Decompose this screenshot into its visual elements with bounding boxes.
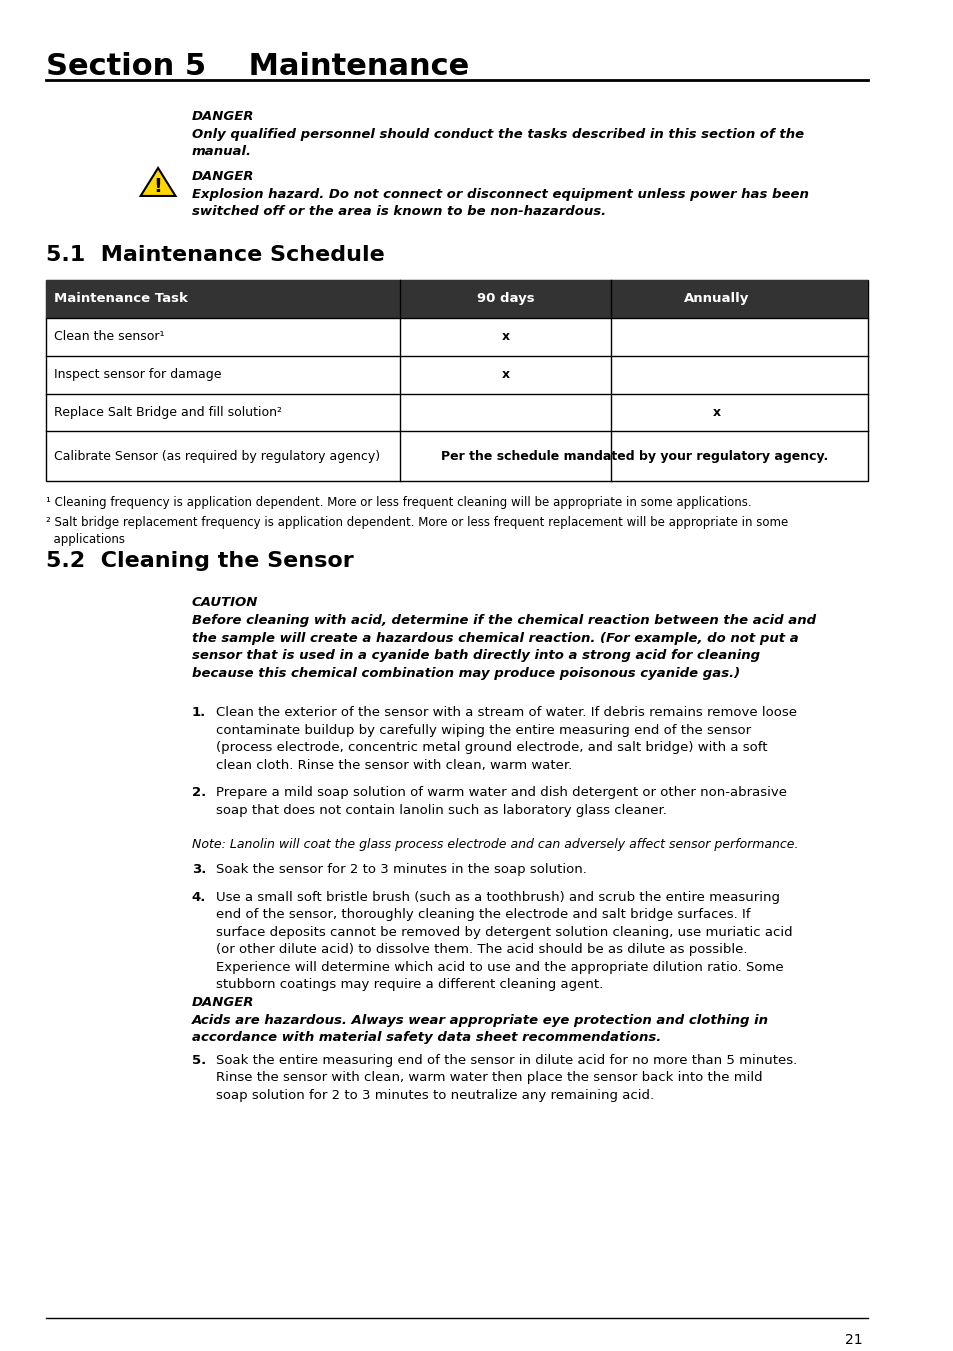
Text: Soak the entire measuring end of the sensor in dilute acid for no more than 5 mi: Soak the entire measuring end of the sen… [215,1054,796,1101]
Text: 4.: 4. [192,890,206,904]
Text: Use a small soft bristle brush (such as a toothbrush) and scrub the entire measu: Use a small soft bristle brush (such as … [215,890,791,992]
Text: Prepare a mild soap solution of warm water and dish detergent or other non-abras: Prepare a mild soap solution of warm wat… [215,786,785,816]
Text: DANGER: DANGER [192,109,253,123]
Text: Maintenance Task: Maintenance Task [53,292,188,305]
Text: Acids are hazardous. Always wear appropriate eye protection and clothing in
acco: Acids are hazardous. Always wear appropr… [192,1013,768,1044]
Text: Clean the exterior of the sensor with a stream of water. If debris remains remov: Clean the exterior of the sensor with a … [215,707,796,771]
Bar [46,280,867,317]
Text: Section 5    Maintenance: Section 5 Maintenance [46,51,469,81]
Text: Explosion hazard. Do not connect or disconnect equipment unless power has been
s: Explosion hazard. Do not connect or disc… [192,188,807,218]
Text: x: x [501,330,509,343]
Text: x: x [712,407,720,419]
Text: CAUTION: CAUTION [192,596,257,609]
Text: !: ! [153,177,162,196]
Text: DANGER: DANGER [192,996,253,1009]
Text: DANGER: DANGER [192,170,253,182]
Text: Inspect sensor for damage: Inspect sensor for damage [53,367,221,381]
Text: Replace Salt Bridge and fill solution²: Replace Salt Bridge and fill solution² [53,407,281,419]
Text: ² Salt bridge replacement frequency is application dependent. More or less frequ: ² Salt bridge replacement frequency is a… [46,516,787,546]
Text: 90 days: 90 days [476,292,534,305]
Text: 5.: 5. [192,1054,206,1067]
Text: Only qualified personnel should conduct the tasks described in this section of t: Only qualified personnel should conduct … [192,128,802,158]
Text: Soak the sensor for 2 to 3 minutes in the soap solution.: Soak the sensor for 2 to 3 minutes in th… [215,863,586,875]
Text: Annually: Annually [683,292,748,305]
Polygon shape [140,168,175,196]
Text: ¹ Cleaning frequency is application dependent. More or less frequent cleaning wi: ¹ Cleaning frequency is application depe… [46,496,751,509]
Text: x: x [501,367,509,381]
Text: 1.: 1. [192,707,206,719]
Text: 5.1  Maintenance Schedule: 5.1 Maintenance Schedule [46,245,384,265]
Text: Calibrate Sensor (as required by regulatory agency): Calibrate Sensor (as required by regulat… [53,450,379,463]
Text: 21: 21 [843,1333,862,1347]
Text: 5.2  Cleaning the Sensor: 5.2 Cleaning the Sensor [46,551,354,571]
Text: Before cleaning with acid, determine if the chemical reaction between the acid a: Before cleaning with acid, determine if … [192,615,815,680]
Text: Clean the sensor¹: Clean the sensor¹ [53,330,164,343]
Text: Per the schedule mandated by your regulatory agency.: Per the schedule mandated by your regula… [440,450,827,463]
Text: 3.: 3. [192,863,206,875]
Bar [46,280,867,481]
Text: Note: Lanolin will coat the glass process electrode and can adversely affect sen: Note: Lanolin will coat the glass proces… [192,838,798,851]
Text: 2.: 2. [192,786,206,798]
